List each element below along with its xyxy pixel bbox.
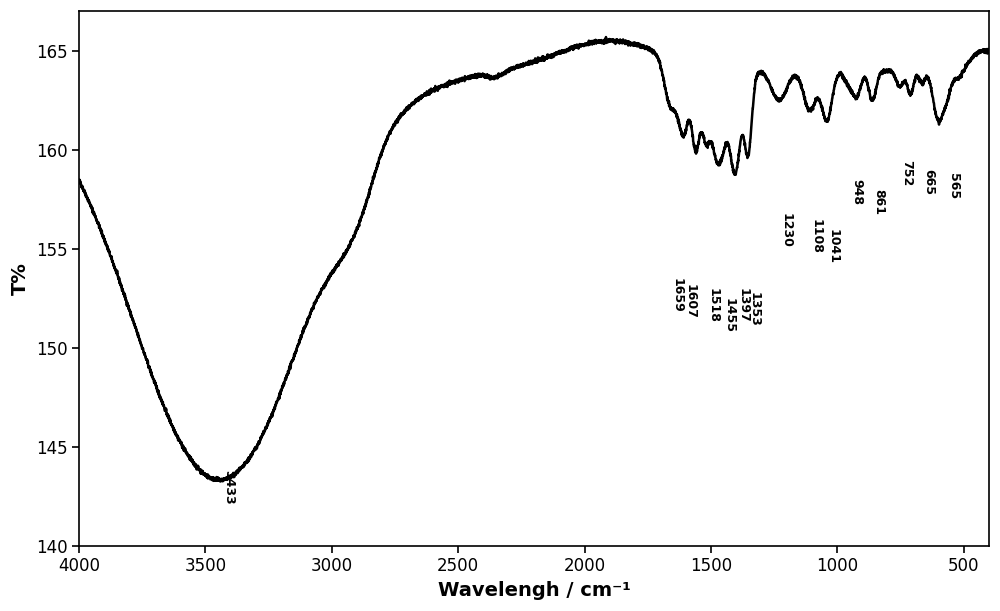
Text: 1108: 1108 <box>810 219 823 254</box>
Text: 1659: 1659 <box>671 279 684 313</box>
Text: 1607: 1607 <box>684 284 697 319</box>
Text: 1230: 1230 <box>779 213 792 248</box>
Text: 1455: 1455 <box>722 298 735 333</box>
Text: 665: 665 <box>922 169 935 196</box>
Text: 752: 752 <box>900 159 913 186</box>
X-axis label: Wavelengh / cm⁻¹: Wavelengh / cm⁻¹ <box>438 581 630 600</box>
Text: 1397: 1397 <box>737 288 750 323</box>
Text: 861: 861 <box>872 189 885 215</box>
Text: 1518: 1518 <box>706 288 719 323</box>
Text: 3433: 3433 <box>222 470 235 505</box>
Text: 565: 565 <box>947 174 960 200</box>
Text: 1041: 1041 <box>827 229 840 264</box>
Text: 948: 948 <box>850 180 863 205</box>
Y-axis label: T%: T% <box>11 262 30 295</box>
Text: 1353: 1353 <box>748 292 761 327</box>
